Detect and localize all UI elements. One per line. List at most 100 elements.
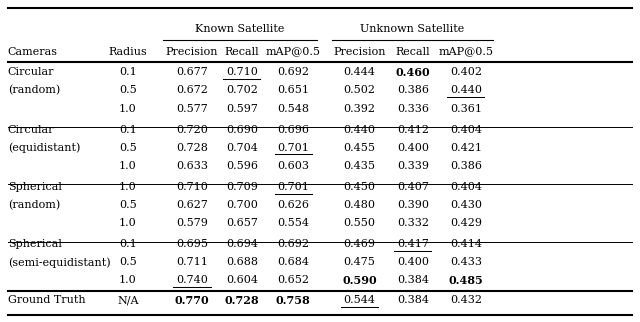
Text: 0.657: 0.657 [226,218,258,228]
Text: 0.651: 0.651 [277,85,309,96]
Text: (semi-equidistant): (semi-equidistant) [8,257,110,268]
Text: 0.450: 0.450 [344,182,376,192]
Text: 0.475: 0.475 [344,257,376,268]
Text: Radius: Radius [109,46,147,57]
Text: 0.384: 0.384 [397,295,429,305]
Text: 0.421: 0.421 [450,143,482,153]
Text: 1.0: 1.0 [119,275,137,286]
Text: 0.677: 0.677 [176,67,208,78]
Text: Recall: Recall [225,46,259,57]
Text: mAP@0.5: mAP@0.5 [438,46,493,57]
Text: 0.455: 0.455 [344,143,376,153]
Text: 0.728: 0.728 [225,295,259,306]
Text: 0.758: 0.758 [276,295,310,306]
Text: 0.407: 0.407 [397,182,429,192]
Text: 0.672: 0.672 [176,85,208,96]
Text: Cameras: Cameras [8,46,58,57]
Text: N/A: N/A [117,295,139,305]
Text: 0.700: 0.700 [226,200,258,210]
Text: 1.0: 1.0 [119,218,137,228]
Text: 0.480: 0.480 [344,200,376,210]
Text: 1.0: 1.0 [119,161,137,171]
Text: 0.544: 0.544 [344,295,376,305]
Text: 0.414: 0.414 [450,239,482,250]
Text: 0.444: 0.444 [344,67,376,78]
Text: 0.417: 0.417 [397,239,429,250]
Text: 0.1: 0.1 [119,125,137,135]
Text: (random): (random) [8,85,60,96]
Text: 0.740: 0.740 [176,275,208,286]
Text: Recall: Recall [396,46,430,57]
Text: 0.332: 0.332 [397,218,429,228]
Text: 0.554: 0.554 [277,218,309,228]
Text: 0.400: 0.400 [397,257,429,268]
Text: 0.440: 0.440 [450,85,482,96]
Text: Ground Truth: Ground Truth [8,295,85,305]
Text: 0.696: 0.696 [277,125,309,135]
Text: 0.579: 0.579 [176,218,208,228]
Text: 0.390: 0.390 [397,200,429,210]
Text: 0.633: 0.633 [176,161,208,171]
Text: 0.550: 0.550 [344,218,376,228]
Text: mAP@0.5: mAP@0.5 [266,46,321,57]
Text: 0.597: 0.597 [226,103,258,114]
Text: 0.432: 0.432 [450,295,482,305]
Text: 0.386: 0.386 [450,161,482,171]
Text: 0.603: 0.603 [277,161,309,171]
Text: (random): (random) [8,200,60,210]
Text: Circular: Circular [8,67,54,78]
Text: 0.386: 0.386 [397,85,429,96]
Text: 0.548: 0.548 [277,103,309,114]
Text: 0.433: 0.433 [450,257,482,268]
Text: 0.435: 0.435 [344,161,376,171]
Text: 0.604: 0.604 [226,275,258,286]
Text: 0.710: 0.710 [226,67,258,78]
Text: Spherical: Spherical [8,239,61,250]
Text: 0.728: 0.728 [176,143,208,153]
Text: 0.404: 0.404 [450,125,482,135]
Text: 0.720: 0.720 [176,125,208,135]
Text: 0.404: 0.404 [450,182,482,192]
Text: Precision: Precision [166,46,218,57]
Text: 0.384: 0.384 [397,275,429,286]
Text: 0.412: 0.412 [397,125,429,135]
Text: 0.392: 0.392 [344,103,376,114]
Text: 0.400: 0.400 [397,143,429,153]
Text: 0.626: 0.626 [277,200,309,210]
Text: 0.430: 0.430 [450,200,482,210]
Text: Known Satellite: Known Satellite [195,24,285,34]
Text: Circular: Circular [8,125,54,135]
Text: Spherical: Spherical [8,182,61,192]
Text: 0.429: 0.429 [450,218,482,228]
Text: 0.485: 0.485 [449,275,483,286]
Text: 0.1: 0.1 [119,239,137,250]
Text: 0.5: 0.5 [119,85,137,96]
Text: 0.460: 0.460 [396,67,430,78]
Text: 0.339: 0.339 [397,161,429,171]
Text: 0.1: 0.1 [119,67,137,78]
Text: 0.709: 0.709 [226,182,258,192]
Text: 0.5: 0.5 [119,143,137,153]
Text: 0.770: 0.770 [175,295,209,306]
Text: 0.469: 0.469 [344,239,376,250]
Text: 0.5: 0.5 [119,257,137,268]
Text: 0.577: 0.577 [176,103,208,114]
Text: 0.711: 0.711 [176,257,208,268]
Text: 0.688: 0.688 [226,257,258,268]
Text: (equidistant): (equidistant) [8,143,80,153]
Text: 0.402: 0.402 [450,67,482,78]
Text: 0.590: 0.590 [342,275,377,286]
Text: 0.440: 0.440 [344,125,376,135]
Text: Precision: Precision [333,46,386,57]
Text: 0.695: 0.695 [176,239,208,250]
Text: 0.627: 0.627 [176,200,208,210]
Text: 0.692: 0.692 [277,67,309,78]
Text: 0.596: 0.596 [226,161,258,171]
Text: 0.361: 0.361 [450,103,482,114]
Text: 1.0: 1.0 [119,182,137,192]
Text: 0.5: 0.5 [119,200,137,210]
Text: 0.692: 0.692 [277,239,309,250]
Text: 0.336: 0.336 [397,103,429,114]
Text: 0.701: 0.701 [277,182,309,192]
Text: Unknown Satellite: Unknown Satellite [360,24,465,34]
